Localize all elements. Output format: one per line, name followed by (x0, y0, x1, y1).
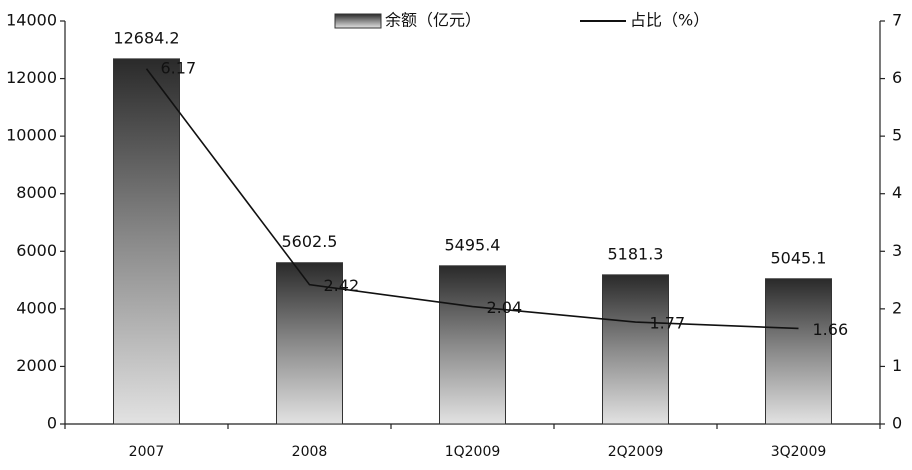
line-value-label: 2.04 (487, 298, 523, 317)
y-tick-label: 2000 (16, 356, 57, 375)
bar-value-label: 5602.5 (282, 232, 338, 251)
y-tick-label: 0 (47, 414, 57, 433)
bar (276, 262, 343, 425)
y-tick-label: 4000 (16, 298, 57, 317)
bar (439, 265, 506, 425)
bar (602, 274, 669, 425)
x-tick-label: 2007 (129, 444, 165, 460)
y2-tick-label: 7 (892, 11, 902, 30)
legend-label: 余额（亿元） (385, 11, 481, 30)
y2-tick-label: 0 (892, 414, 902, 433)
x-tick-label: 2008 (292, 444, 328, 460)
bar-value-label: 5181.3 (608, 244, 664, 263)
y2-tick-label: 5 (892, 126, 902, 145)
y2-tick-label: 2 (892, 298, 902, 317)
line-value-label: 6.17 (161, 58, 197, 77)
y2-tick-label: 4 (892, 183, 902, 202)
y2-tick-label: 3 (892, 241, 902, 260)
y2-tick-label: 1 (892, 356, 902, 375)
x-tick-label: 2Q2009 (608, 444, 664, 460)
legend-swatch (334, 13, 382, 29)
line-value-label: 2.42 (324, 276, 360, 295)
bar (113, 58, 180, 425)
line-value-label: 1.77 (650, 314, 686, 333)
y-tick-label: 10000 (6, 126, 57, 145)
legend-label: 占比（%） (630, 11, 709, 30)
x-tick-label: 1Q2009 (445, 444, 501, 460)
line (145, 68, 799, 330)
bar-value-label: 5495.4 (445, 235, 501, 254)
line-value-label: 1.66 (813, 320, 849, 339)
bar-value-label: 12684.2 (113, 28, 179, 47)
y-tick-label: 6000 (16, 241, 57, 260)
y-tick-label: 14000 (6, 11, 57, 30)
y-tick-label: 8000 (16, 183, 57, 202)
bar (765, 278, 832, 425)
x-tick-label: 3Q2009 (771, 444, 827, 460)
y2-tick-label: 6 (892, 68, 902, 87)
bar-value-label: 5045.1 (771, 248, 827, 267)
y-tick-label: 12000 (6, 68, 57, 87)
